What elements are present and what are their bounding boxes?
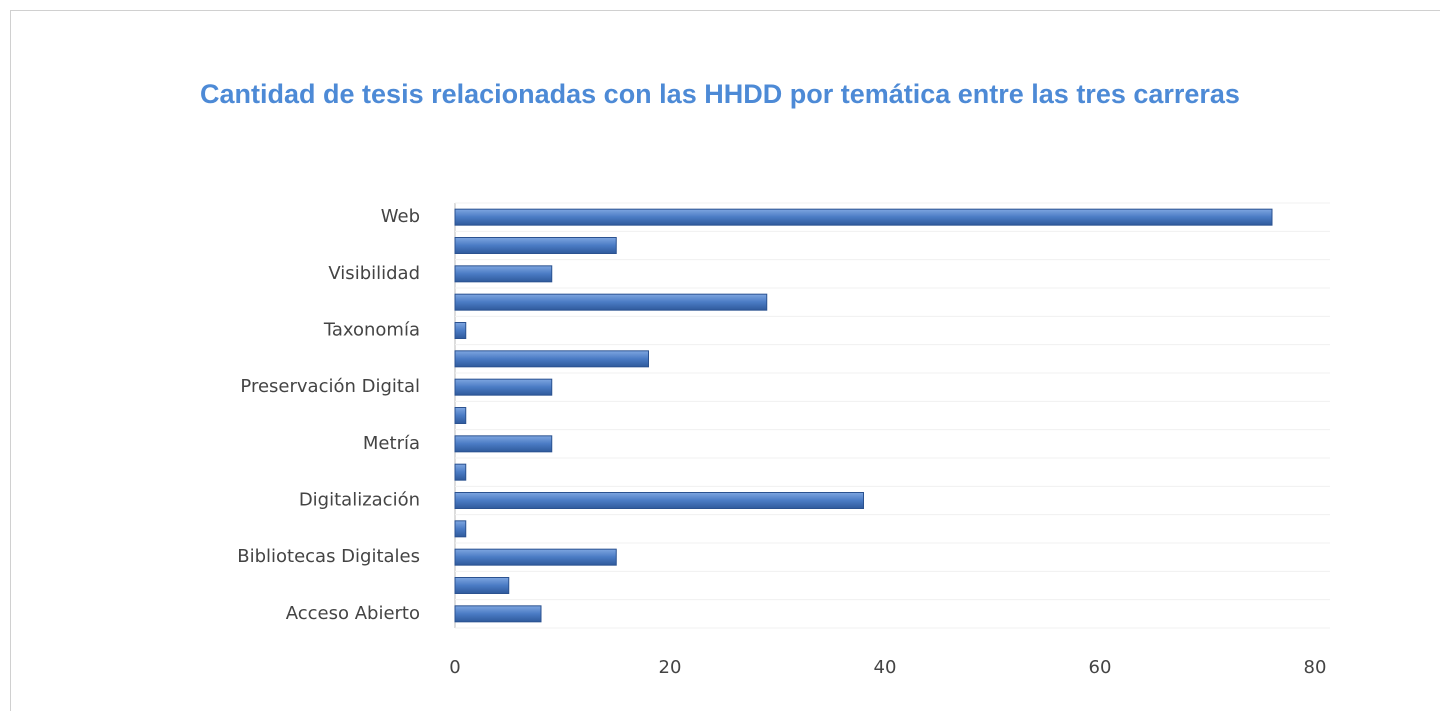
x-tick-label: 60 [1089, 657, 1112, 678]
bar [454, 577, 510, 594]
y-tick-label: Acceso Abierto [286, 603, 420, 624]
x-tick-label: 80 [1304, 657, 1327, 678]
bar [454, 208, 1273, 226]
bar [454, 407, 467, 424]
bar [454, 322, 467, 339]
bar [454, 605, 542, 623]
x-tick-label: 20 [659, 657, 682, 678]
x-tick-label: 0 [449, 657, 460, 678]
bar [454, 265, 553, 283]
bar [454, 350, 649, 368]
y-tick-label: Visibilidad [328, 263, 420, 284]
bar [454, 463, 467, 481]
bar [454, 378, 553, 396]
bar [454, 293, 768, 311]
bar [454, 435, 553, 453]
x-tick-label: 40 [874, 657, 897, 678]
y-tick-label: Digitalización [299, 490, 420, 511]
chart-frame [10, 10, 1440, 711]
y-tick-label: Taxonomía [323, 320, 420, 341]
y-tick-label: Metría [363, 433, 420, 454]
bar [454, 492, 864, 509]
y-tick-label: Preservación Digital [240, 376, 420, 397]
bar [454, 237, 617, 254]
y-tick-label: Bibliotecas Digitales [237, 546, 420, 567]
bar [454, 548, 617, 566]
chart-title: Cantidad de tesis relacionadas con las H… [200, 79, 1240, 109]
y-tick-label: Web [381, 206, 420, 227]
bar [454, 520, 467, 538]
